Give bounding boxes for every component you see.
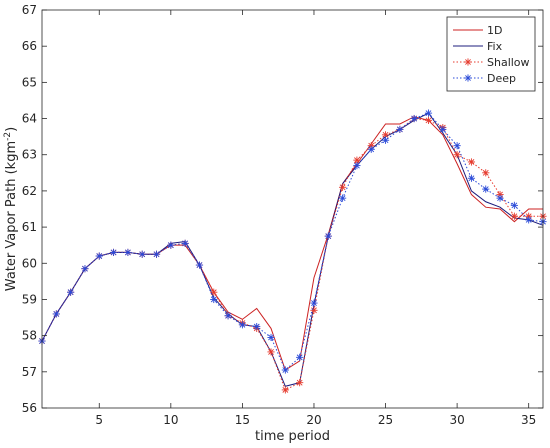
- data-point-shallow: [424, 116, 433, 124]
- data-point-deep: [167, 241, 175, 249]
- data-point-shallow: [510, 212, 518, 220]
- data-point-shallow: [210, 288, 218, 296]
- data-point-deep: [152, 250, 161, 258]
- data-point-deep: [324, 232, 332, 240]
- data-point-shallow: [267, 348, 275, 356]
- data-point-shallow: [453, 151, 461, 159]
- data-point-deep: [267, 333, 275, 342]
- y-axis-title-main: Water Vapor Path (kgm: [4, 141, 19, 291]
- data-point-deep: [296, 353, 304, 361]
- y-tick-label: 66: [22, 39, 37, 53]
- data-point-deep: [310, 299, 318, 307]
- y-tick-label: 61: [22, 220, 37, 234]
- data-point-shallow: [467, 158, 476, 166]
- y-tick-label: 56: [22, 401, 37, 415]
- data-point-deep: [124, 248, 132, 257]
- data-point-shallow: [339, 183, 347, 191]
- x-tick-label: 30: [449, 413, 464, 427]
- legend-label-shallow: Shallow: [487, 56, 530, 69]
- data-point-deep: [81, 265, 89, 273]
- data-point-deep: [253, 322, 261, 331]
- data-point-deep: [525, 216, 533, 224]
- x-tick-label: 25: [378, 413, 393, 427]
- y-tick-label: 67: [22, 3, 37, 17]
- data-point-deep: [496, 194, 504, 202]
- data-point-deep: [339, 194, 347, 202]
- legend-label-1d: 1D: [487, 24, 502, 37]
- x-tick-label: 5: [95, 413, 103, 427]
- y-tick-label: 58: [22, 329, 37, 343]
- data-point-deep: [467, 174, 476, 182]
- data-point-deep: [281, 366, 289, 374]
- data-point-deep: [210, 295, 218, 304]
- series-layer: [38, 109, 547, 394]
- data-point-shallow: [281, 386, 289, 394]
- y-axis-title-suffix: ): [4, 127, 19, 132]
- data-point-deep: [381, 136, 390, 144]
- data-point-deep: [410, 114, 418, 123]
- data-point-deep: [510, 201, 518, 209]
- data-point-deep: [424, 109, 433, 117]
- y-tick-label: 63: [22, 148, 37, 162]
- data-point-deep: [181, 239, 189, 247]
- data-point-deep: [195, 261, 204, 269]
- y-tick-label: 57: [22, 365, 37, 379]
- plot-frame: [41, 9, 544, 409]
- y-tick-label: 62: [22, 184, 37, 198]
- data-point-deep: [238, 321, 246, 329]
- data-point-deep: [367, 145, 375, 153]
- y-axis: 56 57 58 59 60 61 62 63 64 65 66 67: [22, 3, 543, 415]
- legend-marker-deep: [464, 74, 472, 82]
- data-point-deep: [453, 142, 461, 150]
- x-tick-label: 10: [163, 413, 178, 427]
- legend-label-deep: Deep: [487, 72, 516, 85]
- data-point-shallow: [482, 169, 490, 177]
- data-point-deep: [95, 252, 103, 260]
- legend: 1D Fix Shallow Deep: [446, 16, 536, 92]
- data-point-deep: [396, 125, 404, 133]
- y-tick-label: 64: [22, 112, 37, 126]
- y-tick-label: 59: [22, 292, 37, 306]
- y-axis-title: Water Vapor Path (kgm-2): [3, 127, 19, 291]
- x-tick-label: 35: [521, 413, 536, 427]
- legend-box: [446, 16, 536, 92]
- data-point-deep: [138, 250, 146, 258]
- x-axis-title: time period: [255, 429, 330, 444]
- x-tick-label: 20: [306, 413, 321, 427]
- legend-marker-shallow: [464, 58, 472, 66]
- x-tick-label: 15: [235, 413, 250, 427]
- data-point-deep: [52, 310, 60, 318]
- data-point-deep: [353, 161, 361, 170]
- y-axis-title-superscript: -2: [3, 132, 13, 141]
- data-point-shallow: [296, 379, 304, 387]
- data-point-deep: [67, 288, 75, 296]
- y-tick-label: 65: [22, 75, 37, 89]
- data-point-deep: [439, 125, 447, 133]
- data-point-deep: [224, 312, 232, 320]
- x-axis: 5 10 15 20 25 30 35: [95, 10, 536, 427]
- y-tick-label: 60: [22, 256, 37, 270]
- data-point-deep: [109, 248, 118, 257]
- legend-label-fix: Fix: [487, 40, 503, 53]
- data-point-deep: [482, 185, 490, 193]
